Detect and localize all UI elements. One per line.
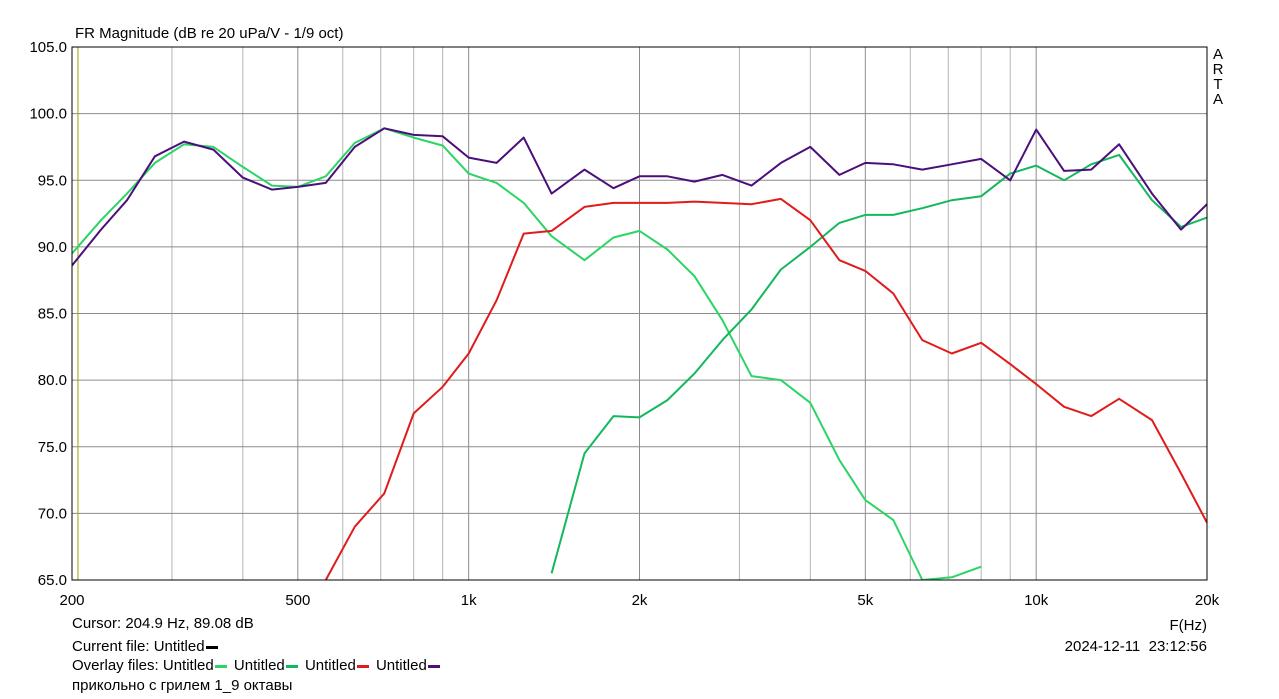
legend-marker xyxy=(427,664,440,668)
timestamp: 2024-12-11 23:12:56 xyxy=(1064,638,1207,655)
x-tick-label: 2k xyxy=(632,592,648,609)
y-tick-label: 100.0 xyxy=(29,106,67,123)
series-line xyxy=(72,127,1207,267)
current-file: Current file: Untitled xyxy=(72,638,221,655)
series-line xyxy=(550,153,1207,574)
y-tick-label: 90.0 xyxy=(38,239,67,256)
series-line xyxy=(324,197,1207,580)
legend-marker xyxy=(205,645,218,649)
x-tick-label: 1k xyxy=(461,592,477,609)
legend-entry: Untitled xyxy=(304,657,356,674)
y-tick-label: 85.0 xyxy=(38,306,67,323)
legend-marker xyxy=(356,664,369,668)
y-tick-label: 65.0 xyxy=(38,572,67,589)
x-tick-label: 5k xyxy=(857,592,873,609)
note: прикольно с грилем 1_9 октавы xyxy=(72,677,293,694)
legend-entry: Untitled xyxy=(233,657,285,674)
legend-title: Overlay files: xyxy=(72,657,159,674)
current-file-label: Current file: xyxy=(72,638,150,655)
legend-marker xyxy=(285,664,298,668)
brand-label: ARTA xyxy=(1212,46,1224,108)
x-tick-label: 10k xyxy=(1024,592,1049,609)
legend-marker xyxy=(214,664,227,668)
x-tick-label: 500 xyxy=(285,592,310,609)
x-tick-label: 20k xyxy=(1195,592,1220,609)
series-line xyxy=(72,127,982,580)
y-tick-label: 105.0 xyxy=(29,39,67,56)
y-tick-label: 75.0 xyxy=(38,439,67,456)
y-tick-label: 70.0 xyxy=(38,505,67,522)
y-tick-label: 80.0 xyxy=(38,372,67,389)
legend: Overlay files: Untitled Untitled Untitle… xyxy=(72,657,443,674)
current-file-name: Untitled xyxy=(153,638,205,655)
chart-title: FR Magnitude (dB re 20 uPa/V - 1/9 oct) xyxy=(75,25,343,42)
plot-frame xyxy=(71,46,1208,581)
x-axis-label: F(Hz) xyxy=(1170,617,1208,634)
legend-entry: Untitled xyxy=(375,657,427,674)
x-tick-label: 200 xyxy=(59,592,84,609)
y-tick-label: 95.0 xyxy=(38,172,67,189)
cursor-readout: Cursor: 204.9 Hz, 89.08 dB xyxy=(72,615,254,632)
legend-entry: Untitled xyxy=(162,657,214,674)
